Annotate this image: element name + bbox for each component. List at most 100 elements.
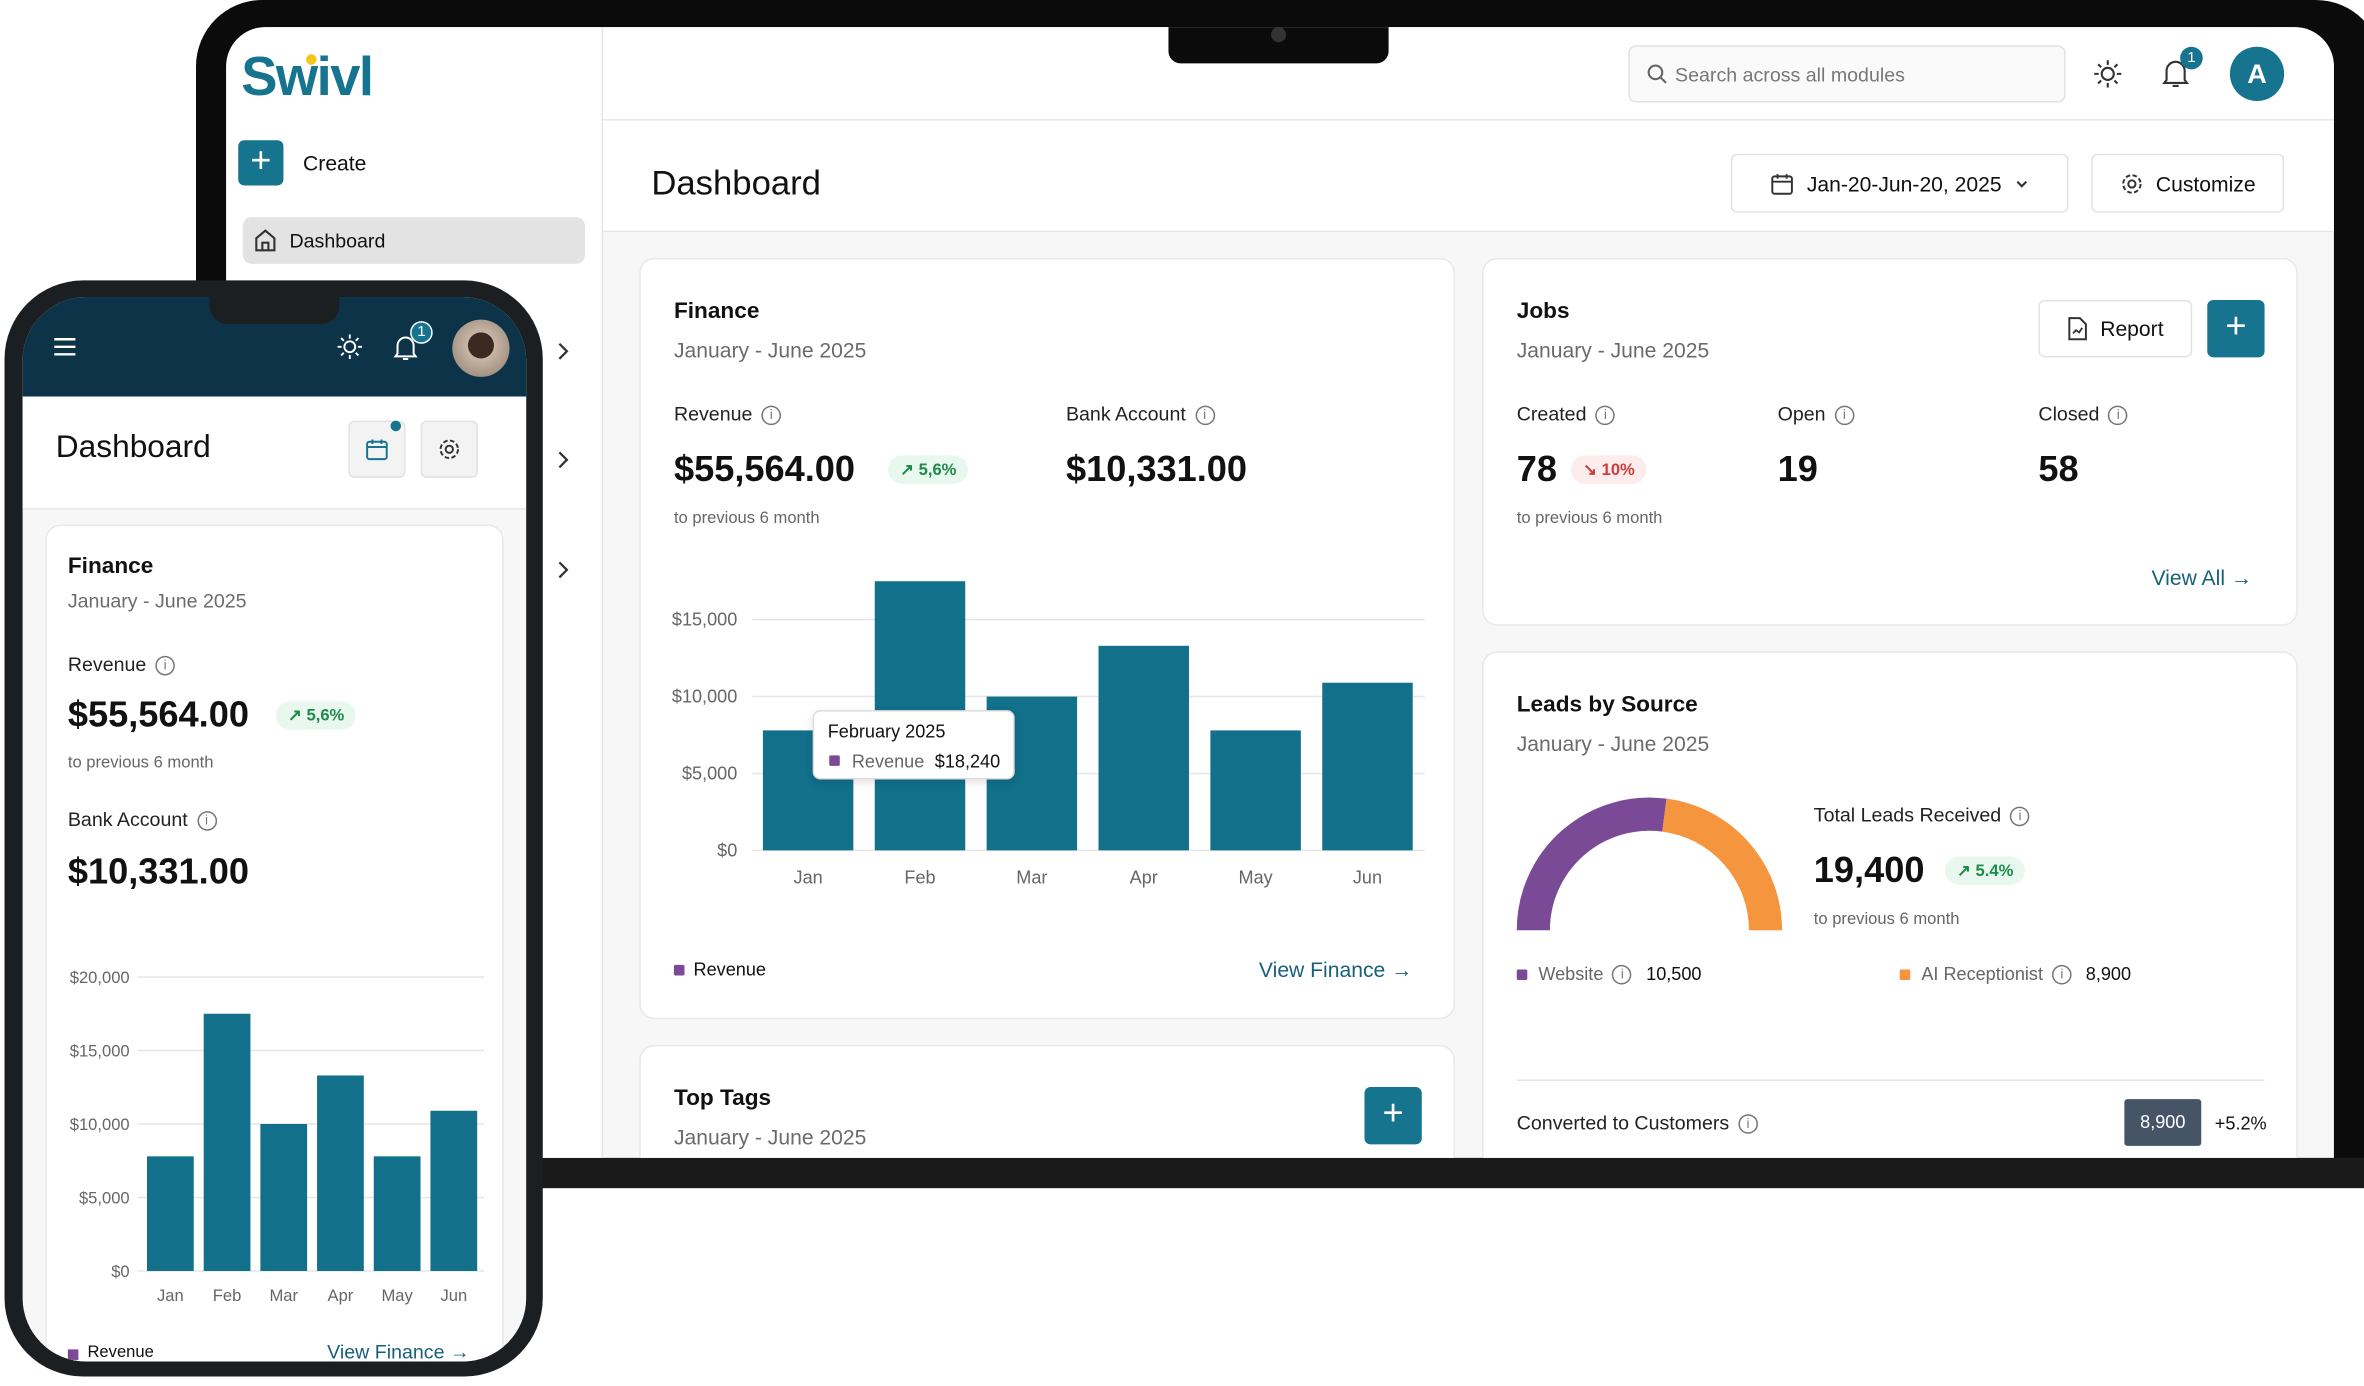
theme-toggle-sun-icon[interactable] (2093, 59, 2123, 89)
y-tick-label: $10,000 (672, 687, 737, 707)
sidebar-item-label: Dashboard (289, 229, 386, 252)
info-icon[interactable]: i (1834, 405, 1855, 426)
customize-button[interactable]: Customize (2091, 153, 2285, 213)
legend-swatch (67, 1349, 79, 1360)
x-tick-label: Feb (213, 1286, 242, 1305)
divider (1516, 1079, 2265, 1082)
info-icon[interactable]: i (2010, 806, 2030, 827)
converted-value: 8,900 (2124, 1099, 2202, 1146)
view-all-label: View All (2151, 565, 2226, 590)
bank-label: Bank Account i (1066, 403, 1215, 426)
view-finance-link[interactable]: View Finance → (1259, 957, 1412, 981)
top-tags-card: Top Tags January - June 2025 + (639, 1044, 1455, 1158)
revenue-note: to previous 6 month (67, 753, 214, 772)
avatar[interactable] (452, 319, 510, 377)
gear-icon (439, 439, 460, 460)
closed-label-text: Closed (2038, 402, 2100, 426)
arrow-right-icon: → (449, 1340, 470, 1362)
info-icon[interactable]: i (155, 655, 175, 676)
legend-label: Website (1538, 963, 1604, 985)
bank-label: Bank Account i (68, 808, 217, 831)
info-icon[interactable]: i (196, 811, 217, 831)
mobile-finance-card: Finance January - June 2025 Revenue i $55… (45, 524, 504, 1362)
bell-icon[interactable] (393, 335, 418, 362)
arrow-right-icon: → (1391, 957, 1413, 982)
search-input[interactable]: Search across all modules (1628, 45, 2066, 103)
card-period: January - June 2025 (673, 337, 867, 362)
bank-label-text: Bank Account (1065, 402, 1186, 426)
info-icon[interactable]: i (761, 405, 782, 426)
created-note: to previous 6 month (1516, 509, 1663, 528)
open-label: Open i (1778, 403, 1855, 426)
created-label: Created i (1516, 402, 1616, 426)
page-title: Dashboard (55, 429, 211, 465)
revenue-change-badge: ↗ 5,6% (275, 701, 357, 730)
create-label[interactable]: Create (303, 150, 367, 175)
converted-label: Converted to Customers i (1517, 1111, 1758, 1134)
hamburger-menu-icon[interactable] (53, 338, 77, 356)
tooltip-value: $18,240 (934, 750, 1001, 772)
create-button[interactable]: + (238, 140, 284, 186)
avatar[interactable]: A (2229, 46, 2285, 102)
bar-apr (317, 1075, 364, 1271)
search-placeholder: Search across all modules (1675, 63, 1905, 86)
date-range-picker[interactable]: Jan-20-Jun-20, 2025 (1730, 153, 2069, 213)
chevron-right-icon[interactable] (555, 341, 570, 362)
chevron-down-icon (2015, 180, 2027, 187)
closed-label: Closed i (2038, 402, 2129, 426)
legend-label: Revenue (693, 958, 766, 981)
phone-notch (209, 297, 340, 325)
bar-jun (430, 1110, 478, 1271)
y-tick-label: $10,000 (70, 1115, 130, 1134)
info-icon[interactable]: i (1738, 1114, 1758, 1134)
info-icon[interactable]: i (2052, 965, 2072, 986)
y-tick-label: $15,000 (70, 1042, 130, 1061)
view-finance-label: View Finance (1258, 957, 1386, 982)
created-change-badge: ↘ 10% (1571, 455, 1647, 484)
legend-value: 8,900 (2085, 963, 2132, 985)
card-title: Leads by Source (1516, 692, 1698, 718)
search-icon (1647, 64, 1667, 84)
created-label-text: Created (1516, 402, 1587, 426)
chevron-right-icon[interactable] (555, 449, 570, 470)
desktop-screen: Swivl + Create Dashboard Search across a… (226, 27, 2334, 1158)
bar-mar (260, 1123, 308, 1271)
converted-change: +5.2% (2214, 1112, 2267, 1134)
total-leads-value: 19,400 (1813, 850, 1925, 892)
converted-label-text: Converted to Customers (1516, 1111, 1730, 1134)
legend-value: 10,500 (1646, 963, 1702, 985)
x-tick-label: Jun (440, 1286, 467, 1305)
tooltip-series: Revenue (851, 750, 925, 772)
revenue-label: Revenue i (674, 403, 782, 426)
card-title: Jobs (1516, 298, 1570, 325)
card-title: Finance (67, 553, 154, 579)
bell-icon[interactable] (2162, 59, 2190, 89)
add-tag-button[interactable]: + (1364, 1087, 1422, 1145)
info-icon[interactable]: i (2108, 405, 2129, 426)
bar-jan (147, 1156, 194, 1271)
view-all-jobs-link[interactable]: View All → (2151, 565, 2252, 589)
report-label: Report (2100, 316, 2164, 341)
gauge-segment-ai-receptionist (1661, 798, 1783, 931)
date-range-value: Jan-20-Jun-20, 2025 (1806, 171, 2002, 196)
chevron-right-icon[interactable] (555, 559, 570, 580)
revenue-value: $55,564.00 (67, 695, 249, 736)
info-icon[interactable]: i (1595, 405, 1616, 426)
y-tick-label: $5,000 (682, 763, 737, 783)
info-icon[interactable]: i (1612, 965, 1633, 986)
revenue-change-badge: ↗ 5,6% (888, 455, 969, 484)
settings-button[interactable] (420, 420, 478, 478)
add-job-button[interactable]: + (2207, 300, 2265, 358)
notification-badge: 1 (410, 321, 433, 344)
view-finance-link[interactable]: View Finance → (327, 1340, 469, 1361)
leads-card: Leads by Source January - June 2025 Tota… (1482, 651, 2298, 1158)
legend-label: Revenue (87, 1343, 154, 1362)
leads-gauge-chart (1516, 797, 1783, 931)
sun-icon[interactable] (336, 333, 363, 360)
info-icon[interactable]: i (1194, 405, 1215, 426)
sidebar-item-dashboard[interactable]: Dashboard (242, 217, 585, 264)
report-button[interactable]: Report (2038, 300, 2193, 358)
card-period: January - June 2025 (1516, 731, 1710, 756)
legend-swatch (673, 964, 685, 976)
card-period: January - June 2025 (1516, 337, 1710, 362)
